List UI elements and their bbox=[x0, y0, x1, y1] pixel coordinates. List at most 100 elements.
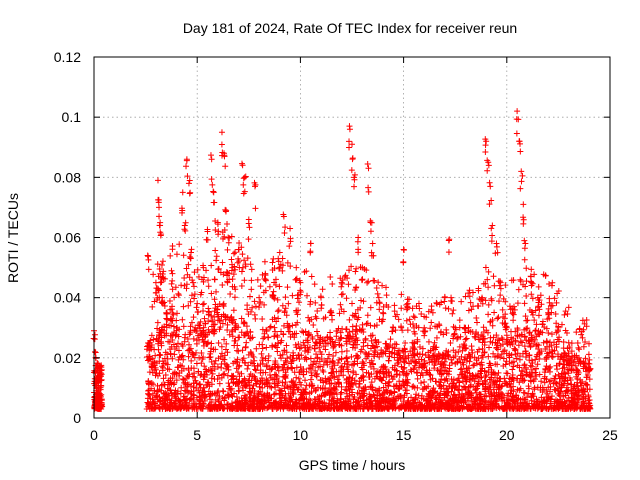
data-point bbox=[429, 358, 436, 365]
data-point bbox=[481, 393, 488, 400]
data-point bbox=[470, 362, 477, 369]
data-point bbox=[410, 383, 417, 390]
data-point bbox=[559, 365, 566, 372]
data-point bbox=[560, 361, 567, 368]
data-point bbox=[509, 366, 516, 373]
data-point bbox=[449, 379, 456, 386]
data-point bbox=[322, 346, 329, 353]
data-point bbox=[521, 237, 528, 244]
data-point bbox=[160, 381, 167, 388]
data-point bbox=[230, 360, 237, 367]
data-point bbox=[252, 315, 259, 322]
data-point bbox=[438, 371, 445, 378]
data-point bbox=[176, 241, 183, 248]
data-point bbox=[313, 371, 320, 378]
data-point bbox=[541, 379, 548, 386]
data-point bbox=[474, 319, 481, 326]
data-point bbox=[560, 369, 567, 376]
data-point bbox=[307, 301, 314, 308]
data-point bbox=[262, 276, 269, 283]
data-point bbox=[536, 398, 543, 405]
data-point bbox=[413, 391, 420, 398]
data-point bbox=[308, 273, 315, 280]
data-point bbox=[486, 344, 493, 351]
data-point bbox=[522, 348, 529, 355]
data-point bbox=[204, 340, 211, 347]
data-point bbox=[502, 320, 509, 327]
data-point bbox=[257, 283, 264, 290]
data-point bbox=[251, 311, 258, 318]
data-point bbox=[364, 312, 371, 319]
data-point bbox=[241, 392, 248, 399]
data-point bbox=[230, 307, 237, 314]
data-point bbox=[264, 383, 271, 390]
data-point bbox=[503, 370, 510, 377]
data-point bbox=[307, 376, 314, 383]
data-point bbox=[305, 347, 312, 354]
data-point bbox=[296, 345, 303, 352]
data-point bbox=[284, 365, 291, 372]
data-point bbox=[425, 398, 432, 405]
data-point bbox=[395, 347, 402, 354]
data-point bbox=[293, 264, 300, 271]
data-point bbox=[535, 283, 542, 290]
data-point bbox=[343, 387, 350, 394]
data-points bbox=[90, 108, 594, 412]
data-point bbox=[288, 364, 295, 371]
data-point bbox=[258, 375, 265, 382]
data-point bbox=[275, 255, 282, 262]
data-point bbox=[421, 385, 428, 392]
data-point bbox=[289, 292, 296, 299]
data-point bbox=[365, 184, 372, 191]
data-point bbox=[95, 405, 102, 412]
data-point bbox=[222, 163, 229, 170]
data-point bbox=[159, 364, 166, 371]
data-point bbox=[513, 392, 520, 399]
data-point bbox=[356, 380, 363, 387]
data-point bbox=[269, 405, 276, 412]
data-point bbox=[443, 329, 450, 336]
data-point bbox=[337, 335, 344, 342]
data-point bbox=[297, 364, 304, 371]
data-point bbox=[473, 314, 480, 321]
data-point bbox=[490, 273, 497, 280]
data-point bbox=[410, 313, 417, 320]
data-point bbox=[150, 271, 157, 278]
data-point bbox=[485, 301, 492, 308]
data-point bbox=[583, 381, 590, 388]
data-point bbox=[531, 376, 538, 383]
data-point bbox=[259, 360, 266, 367]
data-point bbox=[544, 390, 551, 397]
data-point bbox=[556, 391, 563, 398]
data-point bbox=[199, 356, 206, 363]
data-point bbox=[348, 167, 355, 174]
data-point bbox=[312, 313, 319, 320]
data-point bbox=[167, 252, 174, 259]
data-point bbox=[182, 219, 189, 226]
data-point bbox=[337, 301, 344, 308]
data-point bbox=[225, 239, 232, 246]
data-point bbox=[208, 156, 215, 163]
data-point bbox=[169, 355, 176, 362]
data-point bbox=[485, 311, 492, 318]
data-point bbox=[517, 276, 524, 283]
data-point bbox=[190, 283, 197, 290]
data-point bbox=[236, 398, 243, 405]
data-point bbox=[328, 369, 335, 376]
data-point bbox=[522, 353, 529, 360]
data-point bbox=[565, 304, 572, 311]
data-point bbox=[185, 180, 192, 187]
data-point bbox=[97, 386, 104, 393]
data-point bbox=[303, 382, 310, 389]
data-point bbox=[363, 369, 370, 376]
data-point bbox=[517, 372, 524, 379]
data-point bbox=[212, 247, 219, 254]
data-point bbox=[346, 144, 353, 151]
data-point bbox=[497, 285, 504, 292]
data-point bbox=[207, 350, 214, 357]
data-point bbox=[158, 382, 165, 389]
data-point bbox=[245, 220, 252, 227]
data-point bbox=[358, 346, 365, 353]
data-point bbox=[181, 275, 188, 282]
data-point bbox=[428, 319, 435, 326]
